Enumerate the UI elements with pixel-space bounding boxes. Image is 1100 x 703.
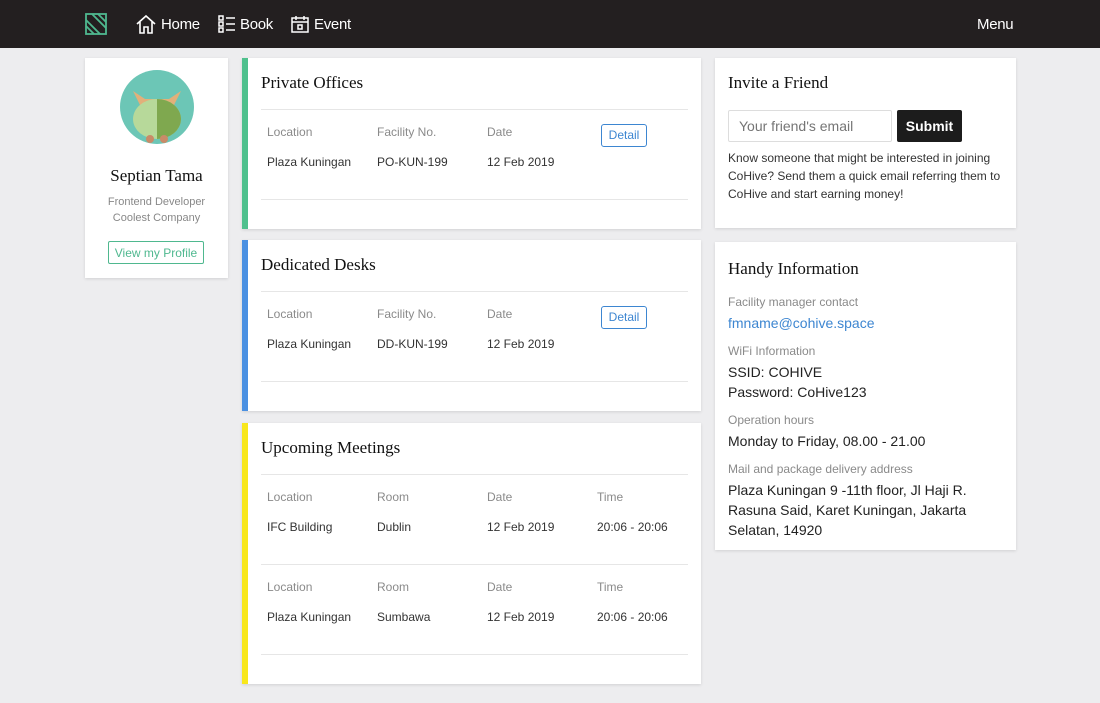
column-header: Time: [597, 490, 624, 504]
column-header: Time: [597, 580, 624, 594]
column-header: Date: [487, 490, 513, 504]
cell: 12 Feb 2019: [487, 337, 555, 351]
profile-company: Coolest Company: [112, 212, 201, 224]
info-value: Password: CoHive123: [728, 384, 867, 400]
nav-menu[interactable]: Menu: [977, 15, 1014, 33]
cell: Dublin: [377, 520, 412, 534]
cell: 12 Feb 2019: [487, 155, 555, 169]
cell: 12 Feb 2019: [487, 610, 555, 624]
divider: [261, 109, 688, 110]
nav-label: Event: [314, 15, 351, 33]
column-header: Facility No.: [377, 125, 437, 139]
column-header: Date: [487, 125, 513, 139]
section-title: Upcoming Meetings: [261, 438, 401, 457]
cell: Plaza Kuningan: [267, 155, 352, 169]
info-value: Plaza Kuningan 9 -11th floor, Jl Haji R.…: [728, 482, 967, 538]
home-icon: [136, 14, 156, 34]
submit-button[interactable]: Submit: [897, 110, 962, 142]
column-header: Location: [267, 580, 313, 594]
divider: [261, 381, 688, 382]
info-label: Operation hours: [728, 413, 815, 427]
event-icon: [291, 16, 309, 33]
info-label: Facility manager contact: [728, 295, 859, 309]
invite-title: Invite a Friend: [728, 73, 829, 92]
cell: 12 Feb 2019: [487, 520, 555, 534]
section-card: Upcoming Meetings Location Room Date Time IFC…: [242, 423, 701, 684]
column-header: Room: [377, 580, 410, 594]
cell: Sumbawa: [377, 610, 431, 624]
divider: [261, 564, 688, 565]
nav-event[interactable]: Event: [290, 0, 351, 48]
profile-role: Frontend Developer: [107, 196, 206, 208]
cell: Plaza Kuningan: [267, 610, 352, 624]
invite-card: Invite a Friend Submit Know someone that…: [715, 58, 1016, 228]
divider: [261, 291, 688, 292]
detail-button[interactable]: Detail: [601, 306, 647, 329]
info-label: Mail and package delivery address: [728, 462, 913, 476]
email-link[interactable]: fmname@cohive.space: [728, 315, 875, 331]
column-header: Date: [487, 307, 513, 321]
cell: 20:06 - 20:06: [597, 610, 668, 624]
nav-book[interactable]: Book: [218, 0, 273, 48]
column-header: Location: [267, 125, 313, 139]
email-input[interactable]: [728, 110, 892, 142]
info-value: Monday to Friday, 08.00 - 21.00: [728, 433, 926, 449]
column-header: Facility No.: [377, 307, 437, 321]
cell: PO-KUN-199: [377, 155, 448, 169]
view-profile-button[interactable]: View my Profile: [108, 241, 204, 264]
column-header: Room: [377, 490, 410, 504]
cell: Plaza Kuningan: [267, 337, 352, 351]
profile-name: Septian Tama: [110, 166, 203, 185]
book-icon: [218, 15, 235, 33]
handy-title: Handy Information: [728, 259, 859, 278]
profile-card: Septian Tama Frontend Developer Coolest …: [85, 58, 228, 278]
nav-label: Book: [240, 15, 273, 33]
column-header: Location: [267, 307, 313, 321]
detail-button[interactable]: Detail: [601, 124, 647, 147]
divider: [261, 654, 688, 655]
info-label: WiFi Information: [728, 344, 816, 358]
column-header: Date: [487, 580, 513, 594]
divider: [261, 474, 688, 475]
section-title: Private Offices: [261, 73, 364, 92]
column-header: Location: [267, 490, 313, 504]
divider: [261, 199, 688, 200]
cell: IFC Building: [267, 520, 333, 534]
handy-card: Handy Information Facility manager conta…: [715, 242, 1016, 550]
logo[interactable]: [83, 11, 109, 37]
section-card: Dedicated Desks Location Facility No. Date P…: [242, 240, 701, 411]
cell: 20:06 - 20:06: [597, 520, 668, 534]
navbar: Home Book Event Menu: [0, 0, 1100, 48]
invite-text: Know someone that might be interested in…: [728, 151, 1001, 201]
nav-label: Home: [161, 15, 200, 33]
info-value: SSID: COHIVE: [728, 364, 823, 380]
avatar: [120, 70, 194, 144]
section-card: Private Offices Location Facility No. Date P…: [242, 58, 701, 229]
nav-home[interactable]: Home: [135, 0, 200, 48]
section-title: Dedicated Desks: [261, 255, 376, 274]
cell: DD-KUN-199: [377, 337, 448, 351]
